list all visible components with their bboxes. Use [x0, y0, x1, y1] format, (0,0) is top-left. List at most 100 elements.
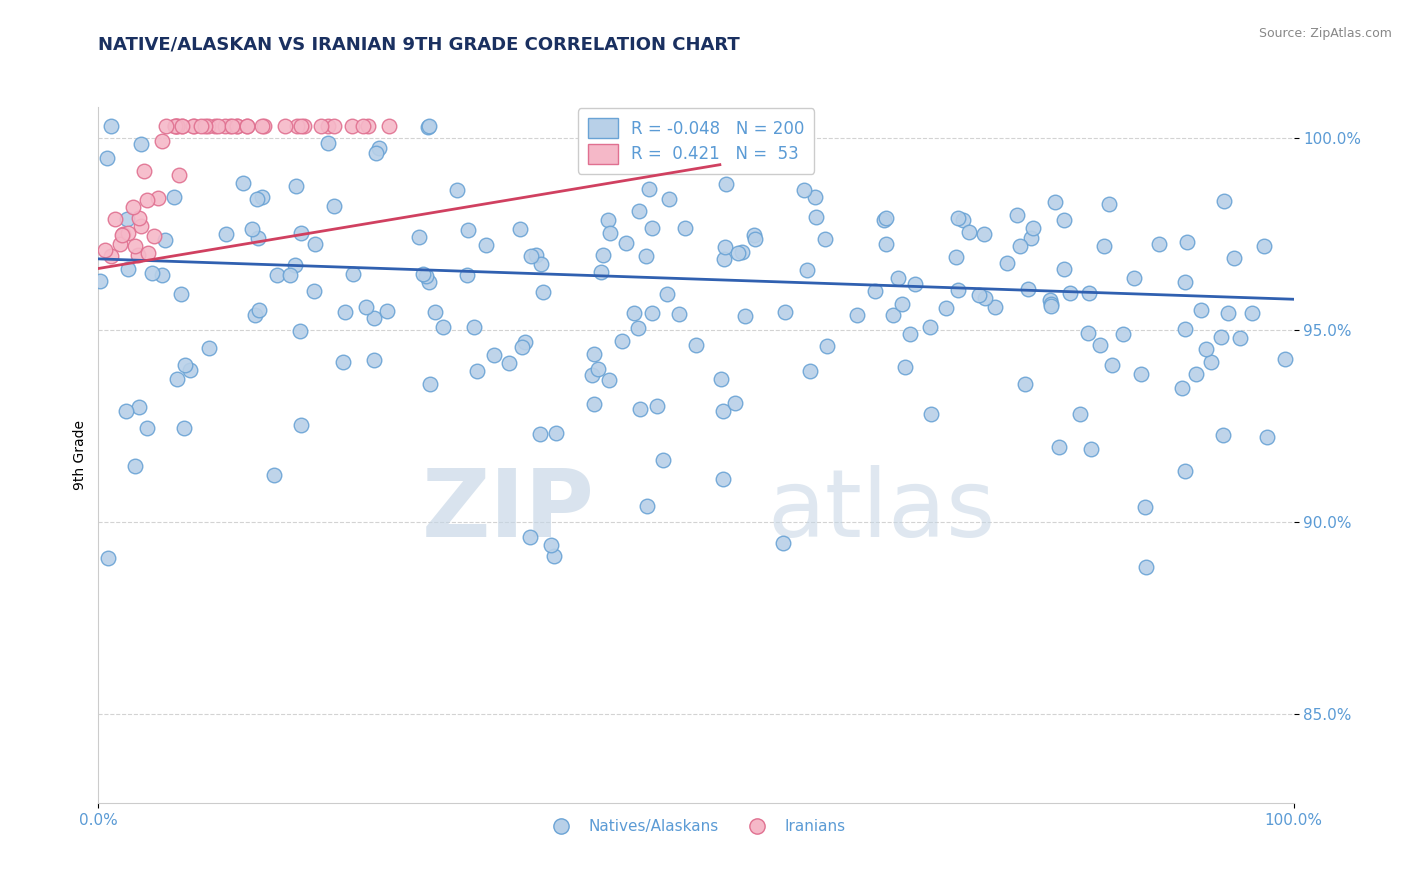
Point	[124, 459, 146, 474]
Point	[920, 319, 942, 334]
Point	[1240, 306, 1263, 320]
Point	[432, 320, 454, 334]
Point	[108, 236, 131, 251]
Point	[920, 407, 942, 421]
Point	[875, 236, 897, 251]
Point	[711, 404, 734, 418]
Point	[456, 268, 478, 282]
Point	[215, 227, 238, 241]
Point	[1174, 464, 1197, 478]
Point	[529, 427, 551, 442]
Point	[1209, 330, 1232, 344]
Point	[1274, 351, 1296, 366]
Point	[247, 302, 270, 317]
Point	[957, 225, 980, 239]
Point	[134, 163, 156, 178]
Point	[814, 232, 837, 246]
Text: atlas: atlas	[768, 465, 995, 557]
Point	[232, 176, 254, 190]
Point	[418, 120, 440, 134]
Point	[515, 335, 537, 350]
Point	[1216, 306, 1239, 320]
Point	[1053, 261, 1076, 276]
Point	[104, 211, 127, 226]
Point	[415, 269, 437, 284]
Point	[1174, 275, 1197, 289]
Point	[731, 245, 754, 260]
Point	[128, 211, 150, 226]
Point	[246, 193, 269, 207]
Point	[1043, 195, 1066, 210]
Point	[1077, 286, 1099, 301]
Point	[190, 120, 212, 134]
Point	[724, 396, 747, 410]
Point	[463, 320, 485, 334]
Point	[214, 120, 236, 134]
Point	[1253, 238, 1275, 252]
Point	[641, 306, 664, 320]
Point	[894, 360, 917, 375]
Point	[1133, 500, 1156, 514]
Point	[465, 364, 488, 378]
Point	[226, 120, 249, 134]
Point	[115, 211, 138, 226]
Point	[412, 267, 434, 281]
Point	[304, 236, 326, 251]
Point	[166, 120, 188, 134]
Point	[1092, 238, 1115, 252]
Point	[378, 120, 401, 134]
Point	[1069, 407, 1091, 421]
Point	[589, 264, 612, 278]
Point	[318, 120, 340, 134]
Point	[1185, 367, 1208, 381]
Point	[974, 291, 997, 305]
Point	[1201, 354, 1223, 368]
Point	[498, 356, 520, 370]
Point	[318, 136, 340, 151]
Point	[288, 325, 311, 339]
Point	[1256, 430, 1278, 444]
Point	[290, 120, 312, 134]
Point	[165, 120, 187, 134]
Point	[1039, 297, 1062, 311]
Point	[263, 468, 285, 483]
Point	[984, 300, 1007, 314]
Point	[354, 300, 377, 314]
Point	[121, 200, 143, 214]
Point	[170, 120, 193, 134]
Point	[150, 268, 173, 282]
Point	[285, 179, 308, 194]
Point	[626, 321, 648, 335]
Point	[266, 268, 288, 282]
Text: NATIVE/ALASKAN VS IRANIAN 9TH GRADE CORRELATION CHART: NATIVE/ALASKAN VS IRANIAN 9TH GRADE CORR…	[98, 36, 740, 54]
Point	[1212, 428, 1234, 442]
Point	[135, 193, 157, 207]
Point	[1101, 358, 1123, 372]
Point	[882, 308, 904, 322]
Point	[290, 418, 312, 433]
Point	[129, 137, 152, 152]
Point	[1135, 559, 1157, 574]
Point	[457, 223, 479, 237]
Point	[197, 342, 219, 356]
Point	[686, 144, 709, 158]
Point	[641, 220, 664, 235]
Point	[323, 198, 346, 212]
Point	[772, 535, 794, 549]
Point	[352, 120, 374, 134]
Point	[891, 297, 914, 311]
Point	[599, 226, 621, 240]
Point	[253, 120, 276, 134]
Point	[128, 400, 150, 414]
Point	[873, 213, 896, 227]
Point	[172, 120, 194, 134]
Point	[804, 210, 827, 224]
Point	[284, 258, 307, 272]
Point	[714, 177, 737, 191]
Point	[969, 288, 991, 302]
Point	[638, 182, 661, 196]
Point	[1039, 300, 1062, 314]
Point	[294, 120, 316, 134]
Point	[1010, 239, 1032, 253]
Point	[875, 211, 897, 225]
